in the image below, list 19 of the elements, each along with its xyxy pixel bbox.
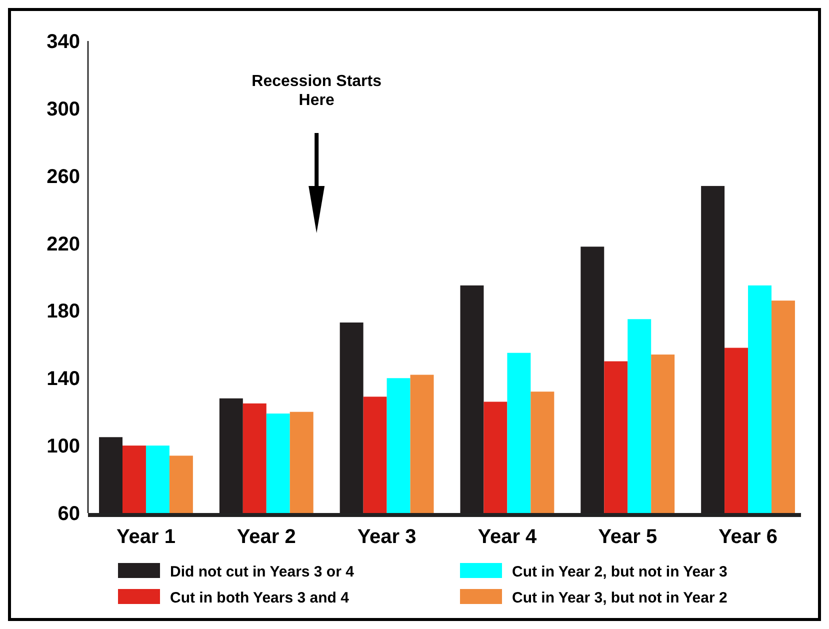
x-tick-label: Year 2	[236, 526, 296, 548]
x-tick-label: Year 3	[357, 526, 416, 548]
legend-label: Cut in both Years 3 and 4	[170, 589, 350, 606]
annotation: Recession Starts Here	[252, 73, 382, 109]
y-tick-label: 300	[46, 98, 80, 120]
y-tick-label: 220	[46, 233, 80, 256]
legend-label: Cut in Year 2, but not in Year 3	[512, 563, 728, 580]
x-tick-label: Year 4	[478, 526, 538, 548]
y-tick-label: 340	[46, 31, 80, 53]
y-tick-label: 260	[46, 166, 80, 188]
y-tick-label: 140	[46, 368, 80, 390]
legend-label: Cut in Year 3, but not in Year 2	[512, 589, 728, 606]
x-tick-label: Year 5	[598, 526, 658, 548]
x-tick-label: Year 1	[116, 526, 176, 548]
y-tick-label: 180	[46, 300, 80, 323]
legend-label: Did not cut in Years 3 or 4	[170, 563, 355, 580]
y-tick-label: 60	[58, 503, 80, 525]
x-tick-label: Year 6	[718, 526, 778, 548]
y-tick-label: 100	[46, 436, 80, 458]
